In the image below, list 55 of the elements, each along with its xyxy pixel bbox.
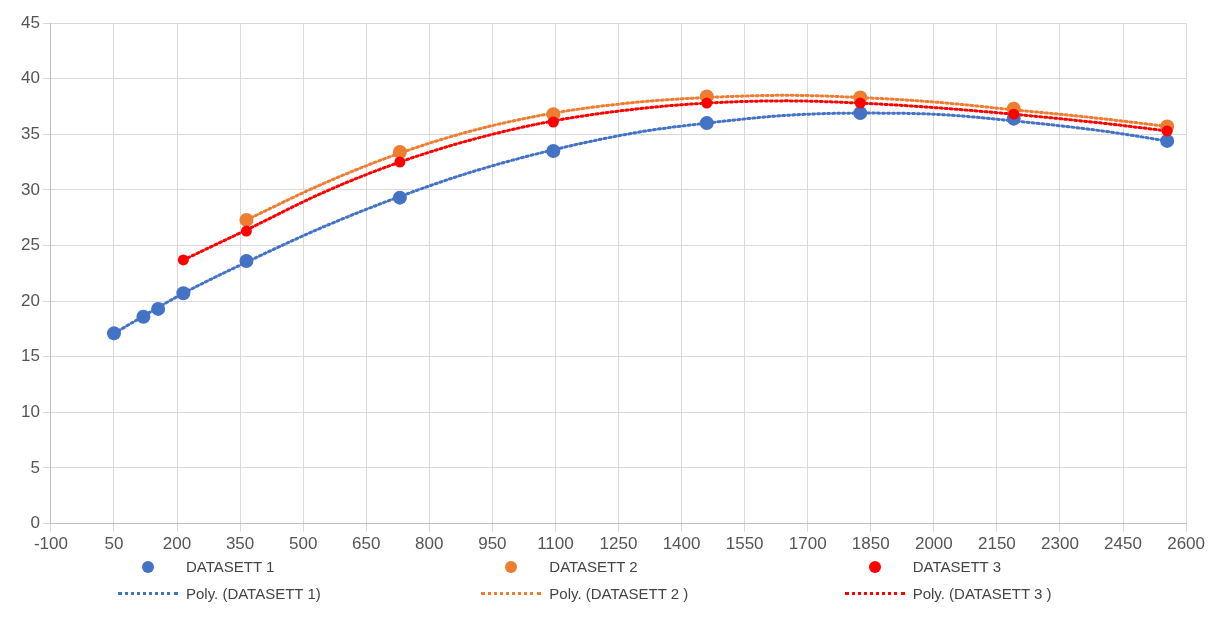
y-tick-label: 0 bbox=[30, 513, 40, 533]
y-tick-label: 30 bbox=[20, 179, 40, 199]
legend-label: Poly. (DATASETT 1) bbox=[186, 585, 321, 602]
x-tick-label: 950 bbox=[478, 534, 507, 554]
legend-label: DATASETT 3 bbox=[912, 558, 1002, 575]
point bbox=[392, 145, 407, 160]
x-tick-label: 2150 bbox=[977, 534, 1016, 554]
point bbox=[176, 286, 191, 301]
x-tick-label: 50 bbox=[104, 534, 124, 554]
x-tick-label: 2450 bbox=[1104, 534, 1142, 554]
y-tick-label: 25 bbox=[20, 235, 40, 255]
x-tick-label: 2600 bbox=[1167, 534, 1205, 554]
y-tick-label: 15 bbox=[20, 346, 40, 366]
point bbox=[1161, 125, 1173, 137]
point bbox=[136, 309, 151, 324]
legend-label: DATASETT 2 bbox=[549, 558, 638, 575]
point bbox=[854, 97, 866, 109]
x-tick-label: -100 bbox=[33, 534, 68, 554]
point bbox=[151, 301, 166, 316]
point bbox=[546, 143, 561, 158]
point bbox=[177, 254, 189, 266]
x-tick-label: 1400 bbox=[662, 534, 701, 554]
legend-label: Poly. (DATASETT 3 ) bbox=[912, 585, 1052, 602]
point bbox=[547, 116, 559, 128]
x-tick-label: 650 bbox=[352, 534, 381, 554]
point bbox=[106, 326, 121, 341]
point bbox=[699, 116, 714, 131]
point bbox=[239, 212, 254, 227]
x-tick-label: 350 bbox=[225, 534, 255, 554]
y-tick-label: 10 bbox=[20, 402, 40, 422]
point bbox=[239, 254, 254, 269]
x-tick-label: 1250 bbox=[599, 534, 638, 554]
point bbox=[394, 156, 406, 168]
x-tick-label: 2300 bbox=[1041, 534, 1079, 554]
x-tick-label: 200 bbox=[162, 534, 192, 554]
x-tick-label: 1550 bbox=[725, 534, 764, 554]
y-tick-label: 35 bbox=[20, 123, 40, 143]
x-tick-label: 500 bbox=[288, 534, 318, 554]
legend-label: DATASETT 1 bbox=[186, 558, 275, 575]
y-tick-label: 40 bbox=[20, 68, 40, 88]
point bbox=[1160, 133, 1175, 148]
point bbox=[1008, 108, 1020, 120]
point bbox=[392, 190, 407, 205]
y-tick-label: 20 bbox=[20, 290, 40, 310]
x-tick-label: 1100 bbox=[537, 534, 574, 554]
x-tick-label: 1700 bbox=[788, 534, 827, 554]
y-tick-label: 45 bbox=[20, 12, 40, 32]
point bbox=[701, 97, 713, 109]
point bbox=[853, 106, 868, 121]
x-tick-label: 1850 bbox=[851, 534, 890, 554]
x-tick-label: 2000 bbox=[914, 534, 953, 554]
point bbox=[240, 225, 252, 237]
legend-label: Poly. (DATASETT 2 ) bbox=[549, 585, 689, 602]
y-tick-label: 5 bbox=[30, 457, 40, 477]
x-tick-label: 800 bbox=[415, 534, 444, 554]
